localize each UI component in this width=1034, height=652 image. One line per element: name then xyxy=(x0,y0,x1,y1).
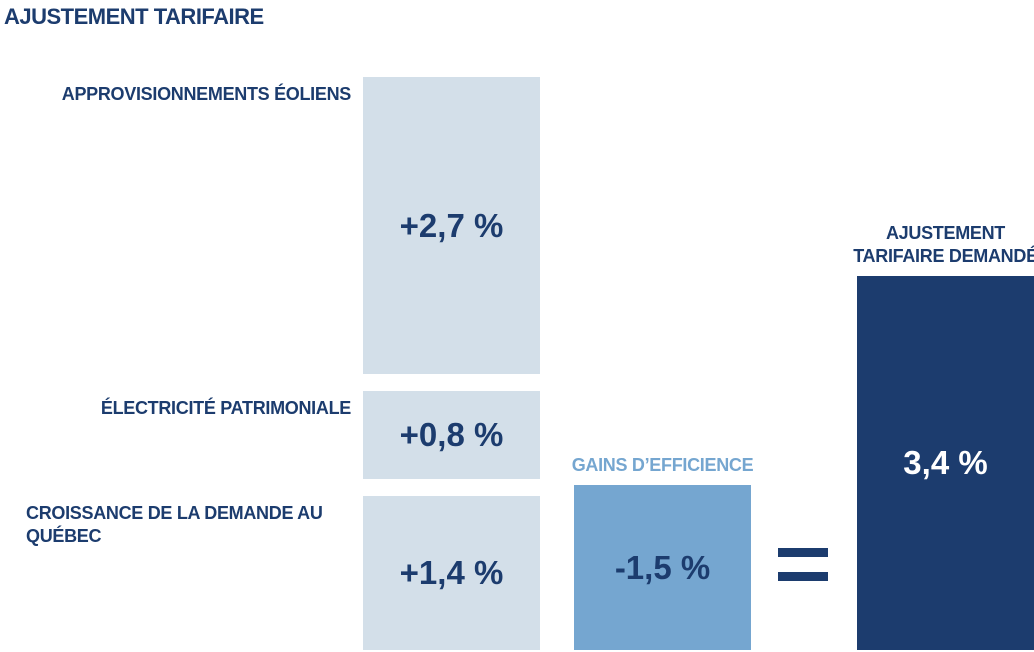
chart-title: AJUSTEMENT TARIFAIRE xyxy=(4,4,264,29)
equals-sign xyxy=(778,572,828,581)
value-label: +1,4 % xyxy=(399,554,504,591)
value-label: -1,5 % xyxy=(614,548,711,586)
equals-sign xyxy=(778,548,828,557)
category-label: AJUSTEMENT TARIFAIRE DEMANDÉ xyxy=(853,223,1034,266)
category-label: ÉLECTRICITÉ PATRIMONIALE xyxy=(100,398,351,418)
bar xyxy=(363,77,540,374)
category-label: APPROVISIONNEMENTS ÉOLIENS xyxy=(61,84,352,104)
bar xyxy=(363,391,540,479)
value-label: +0,8 % xyxy=(399,416,504,453)
bar xyxy=(857,276,1034,650)
category-label: CROISSANCE DE LA DEMANDE AU QUÉBEC xyxy=(26,503,323,546)
value-label: 3,4 % xyxy=(903,444,988,481)
bar xyxy=(574,485,751,650)
bar xyxy=(363,496,540,650)
category-label: GAINS D’EFFICIENCE xyxy=(571,455,754,475)
value-label: +2,7 % xyxy=(399,206,504,244)
